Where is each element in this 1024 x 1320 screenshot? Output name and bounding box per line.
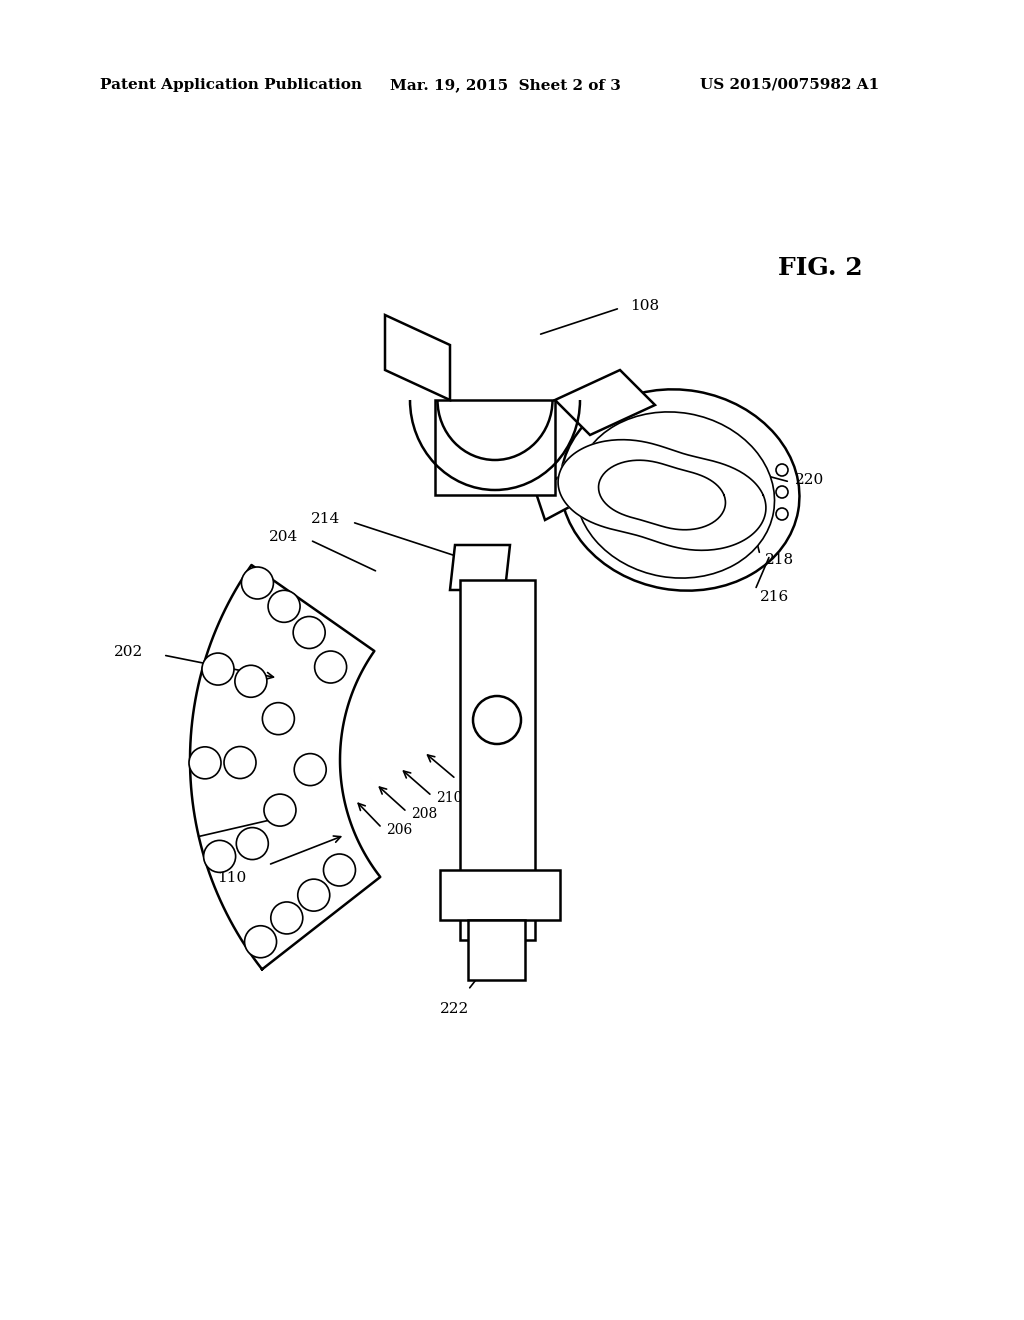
Polygon shape [599, 461, 725, 529]
Polygon shape [385, 315, 450, 400]
Text: 218: 218 [765, 553, 795, 568]
Circle shape [264, 795, 296, 826]
Polygon shape [555, 370, 655, 436]
Text: 210: 210 [436, 791, 463, 805]
Text: 202: 202 [114, 645, 143, 659]
Polygon shape [468, 920, 525, 979]
Text: 214: 214 [310, 512, 340, 525]
Circle shape [262, 702, 294, 735]
Text: FIG. 2: FIG. 2 [777, 256, 862, 280]
Circle shape [473, 696, 521, 744]
Text: 108: 108 [630, 300, 659, 313]
Text: 222: 222 [440, 1002, 470, 1016]
Circle shape [204, 841, 236, 873]
Circle shape [776, 508, 788, 520]
Circle shape [776, 465, 788, 477]
Ellipse shape [560, 389, 800, 590]
Circle shape [268, 590, 300, 622]
Text: 204: 204 [268, 531, 298, 544]
Polygon shape [535, 450, 620, 520]
Circle shape [202, 653, 233, 685]
Circle shape [189, 747, 221, 779]
Polygon shape [435, 400, 555, 495]
Text: 220: 220 [795, 473, 824, 487]
Text: Mar. 19, 2015  Sheet 2 of 3: Mar. 19, 2015 Sheet 2 of 3 [390, 78, 621, 92]
Circle shape [245, 925, 276, 958]
Circle shape [242, 568, 273, 599]
Polygon shape [558, 440, 766, 550]
Polygon shape [190, 565, 380, 969]
Circle shape [294, 754, 327, 785]
Ellipse shape [575, 412, 774, 578]
Polygon shape [440, 870, 560, 920]
Circle shape [298, 879, 330, 911]
Circle shape [314, 651, 346, 682]
Text: 110: 110 [217, 871, 247, 884]
Text: 208: 208 [411, 807, 437, 821]
Text: 212: 212 [460, 774, 486, 788]
Text: 206: 206 [386, 822, 413, 837]
Circle shape [270, 902, 303, 935]
Circle shape [234, 665, 267, 697]
Text: US 2015/0075982 A1: US 2015/0075982 A1 [700, 78, 880, 92]
Circle shape [237, 828, 268, 859]
Text: Patent Application Publication: Patent Application Publication [100, 78, 362, 92]
Polygon shape [450, 545, 510, 590]
Circle shape [776, 486, 788, 498]
Circle shape [293, 616, 326, 648]
Circle shape [324, 854, 355, 886]
Text: 216: 216 [760, 590, 790, 605]
Circle shape [224, 747, 256, 779]
Polygon shape [460, 579, 535, 940]
